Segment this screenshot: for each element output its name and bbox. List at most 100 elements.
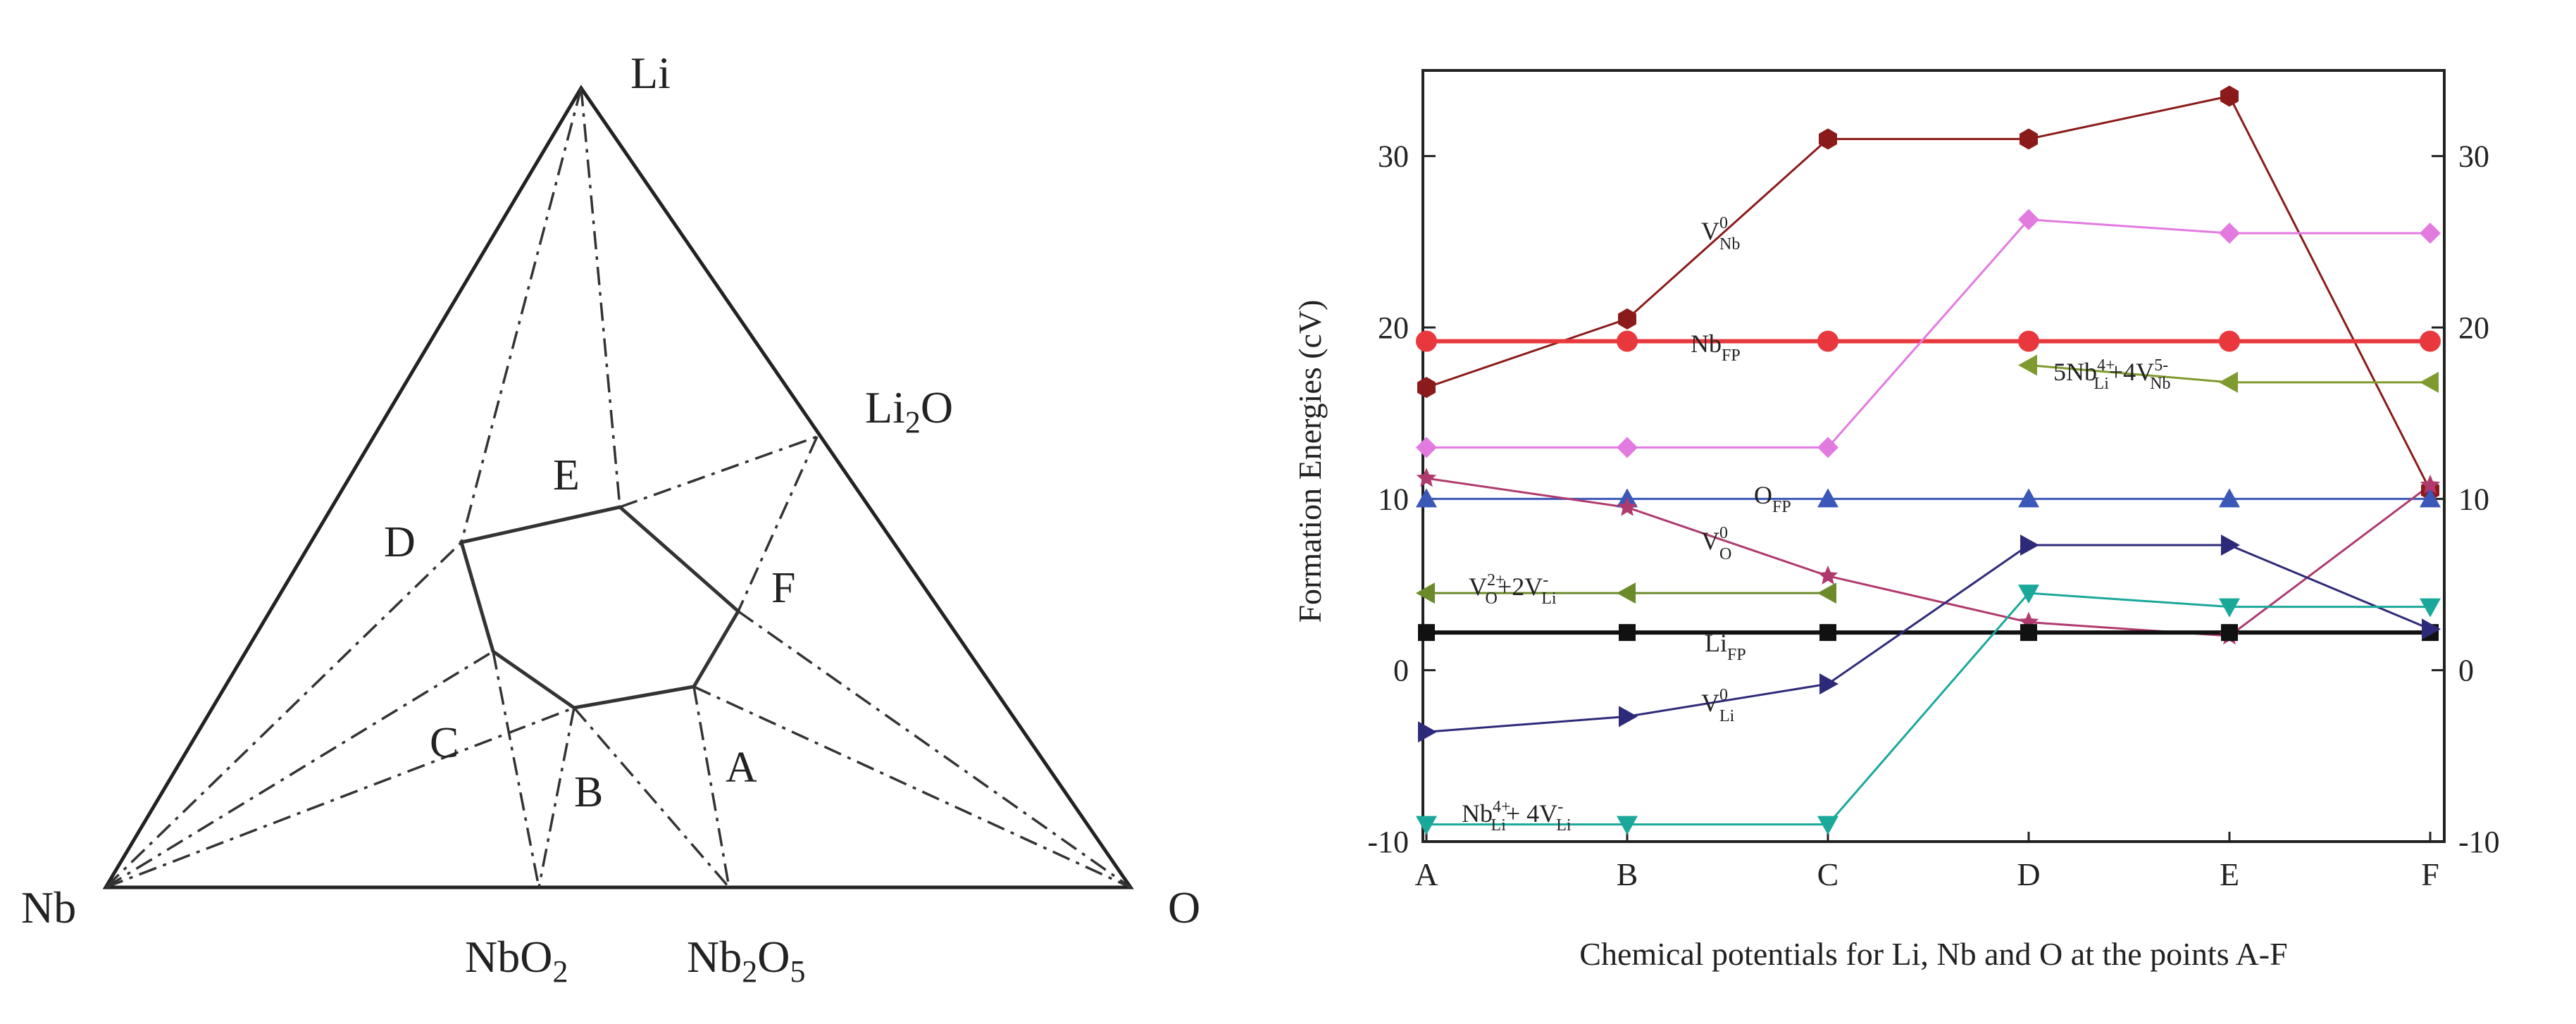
data-point — [2420, 474, 2441, 494]
series-layer — [1426, 94, 2432, 826]
data-point — [1817, 437, 1838, 458]
tie-line — [693, 685, 1131, 889]
data-point — [1619, 624, 1636, 642]
x-tick-label: E — [2220, 856, 2239, 892]
corner-label-o: O — [1168, 882, 1200, 932]
data-point — [1819, 624, 1836, 642]
data-point — [1817, 488, 1838, 508]
tie-line — [580, 87, 621, 508]
formation-energy-chart: -10 0 10 20 30 -10 0 10 20 30 A B C D E F V0 Nb NbFP 5… — [1292, 69, 2500, 972]
data-point — [2420, 598, 2441, 618]
y-axis-left: -10 0 10 20 30 — [1367, 139, 1436, 859]
series-label-li-fp: LiFP — [1705, 629, 1746, 664]
data-point — [2221, 535, 2240, 556]
data-point — [1819, 128, 1837, 150]
y-tick-label-right: 20 — [2458, 311, 2489, 345]
tie-line — [692, 686, 730, 888]
data-point — [1819, 673, 1838, 695]
series-label-nb-fp: NbFP — [1691, 330, 1741, 365]
x-tick-label: C — [1817, 856, 1839, 892]
data-point — [2018, 585, 2039, 604]
data-point — [1617, 497, 1638, 516]
compound-label-nb2o5: Nb2O5 — [687, 932, 805, 989]
data-point — [2018, 208, 2039, 230]
series-line — [1426, 94, 2432, 491]
tie-line — [492, 651, 540, 888]
y-tick-label-left: -10 — [1367, 825, 1409, 859]
tie-line — [737, 610, 1132, 889]
data-point — [1418, 721, 1437, 743]
y-tick-label-right: 10 — [2458, 482, 2489, 516]
y-tick-label-right: -10 — [2458, 825, 2500, 859]
y-tick-label-right: 0 — [2458, 654, 2474, 688]
y-tick-label-right: 30 — [2458, 139, 2489, 174]
region-label-c: C — [430, 719, 459, 767]
data-point — [1817, 565, 1838, 585]
triangle-border — [102, 85, 1134, 889]
data-point — [2420, 488, 2441, 508]
plot-frame — [1421, 69, 2446, 843]
data-point — [1617, 816, 1638, 835]
data-point — [2020, 624, 2037, 642]
tie-line — [619, 435, 818, 508]
y-axis-right: -10 0 10 20 30 — [2432, 139, 2500, 859]
data-point — [2018, 354, 2037, 376]
data-point — [1416, 330, 1437, 352]
corner-label-li: Li — [630, 48, 671, 98]
tie-line — [737, 436, 819, 612]
region-label-a: A — [726, 744, 757, 792]
data-point — [1416, 437, 1437, 458]
data-point — [2219, 598, 2240, 618]
tie-line — [105, 706, 575, 889]
y-axis-title: Formation Energies (cV) — [1292, 299, 1328, 623]
data-point — [2219, 371, 2238, 393]
tie-line — [537, 707, 575, 888]
data-point — [1418, 624, 1435, 642]
data-point — [1416, 488, 1437, 508]
series-label-5nb: 5Nb4+ Li+4V5-Nb — [2053, 356, 2171, 393]
data-point — [2221, 624, 2238, 642]
series-line — [1426, 477, 2431, 637]
data-point — [2420, 371, 2439, 393]
data-point — [2018, 330, 2039, 352]
data-point — [1817, 816, 1838, 835]
x-tick-label: D — [2017, 856, 2040, 892]
series-line — [1426, 544, 2431, 733]
x-tick-label: F — [2421, 856, 2439, 892]
data-point — [1619, 706, 1638, 728]
markers-layer — [1416, 85, 2441, 835]
x-axis: A B C D E F — [1414, 832, 2439, 892]
data-point — [1817, 330, 1838, 352]
region-label-d: D — [384, 518, 416, 566]
data-point — [2020, 128, 2038, 150]
region-label-f: F — [771, 564, 795, 612]
stability-region — [459, 505, 741, 710]
data-point — [2020, 535, 2039, 556]
compound-label-li2o: Li2O — [865, 382, 953, 439]
data-point — [2422, 618, 2441, 640]
corner-label-nb: Nb — [21, 882, 76, 932]
data-point — [1416, 468, 1437, 487]
series-line — [1426, 218, 2430, 449]
y-tick-label-left: 0 — [1393, 654, 1409, 688]
region-label-b: B — [574, 768, 603, 816]
x-tick-label: A — [1414, 856, 1438, 892]
y-tick-label-left: 10 — [1378, 482, 1409, 516]
data-point — [1416, 816, 1437, 835]
tie-line — [105, 650, 494, 889]
data-point — [2219, 223, 2240, 244]
series-label-nb-4vli: Nb4+ Li+ 4V-Li — [1462, 798, 1572, 835]
ternary-diagram: Li Nb O Li2O NbO2 Nb2O5 A B C D E F — [21, 48, 1200, 989]
region-label-e: E — [553, 451, 580, 499]
series-label-v-o: V0 O — [1701, 524, 1731, 563]
series-label-vo2-2vli: V2+ O+2V-Li — [1469, 571, 1557, 608]
data-point — [2420, 330, 2441, 352]
data-point — [2219, 488, 2240, 508]
compound-label-nbo2: NbO2 — [465, 932, 568, 989]
data-point — [2220, 85, 2239, 107]
tie-line — [573, 706, 730, 889]
series-label-v-nb: V0 Nb — [1701, 214, 1740, 254]
y-tick-label-left: 20 — [1378, 311, 1409, 345]
series-label-v-li: V0 Li — [1701, 686, 1735, 725]
